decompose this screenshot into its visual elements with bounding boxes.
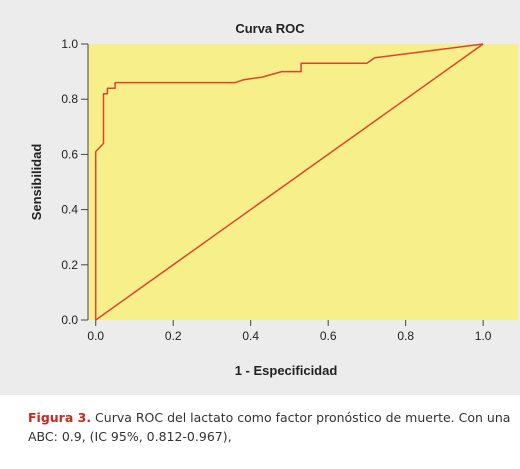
y-tick-label: 0.2 (61, 258, 78, 272)
reference-diagonal-line (95, 43, 484, 321)
axes: 0.0 0.2 0.4 0.6 0.8 1.0 0.0 0.2 0.4 0.6 0.8 1.0 (61, 37, 491, 343)
plot-background (88, 44, 518, 320)
x-tick-label: 0.8 (397, 329, 414, 343)
y-tick-label: 1.0 (61, 37, 78, 51)
y-tick-label: 0.0 (61, 313, 78, 327)
y-tick-label: 0.4 (61, 203, 78, 217)
y-tick-label: 0.6 (61, 147, 78, 161)
y-tick-label: 0.8 (61, 92, 78, 106)
x-axis-label: 1 - Especificidad (235, 363, 338, 378)
x-tick-label: 0.2 (165, 329, 182, 343)
caption-label: Figura 3. (28, 410, 92, 425)
series-layer (94, 43, 484, 321)
roc-chart: 0.0 0.2 0.4 0.6 0.8 1.0 0.0 0.2 0.4 0.6 0.8 1.0 Cur… (29, 21, 518, 378)
figure-caption: Figura 3. Curva ROC del lactato como fac… (28, 408, 518, 446)
roc-curve-line (94, 43, 484, 320)
chart-figure: 0.0 0.2 0.4 0.6 0.8 1.0 0.0 0.2 0.4 0.6 0.8 1.0 Cur… (0, 0, 520, 395)
x-tick-label: 0.4 (242, 329, 259, 343)
x-tick-label: 0.6 (320, 329, 337, 343)
x-tick-label: 1.0 (475, 329, 492, 343)
caption-text: Curva ROC del lactato como factor pronós… (28, 410, 511, 444)
chart-title: Curva ROC (235, 21, 305, 36)
x-tick-label: 0.0 (87, 329, 104, 343)
y-axis-label: Sensibilidad (29, 144, 44, 221)
